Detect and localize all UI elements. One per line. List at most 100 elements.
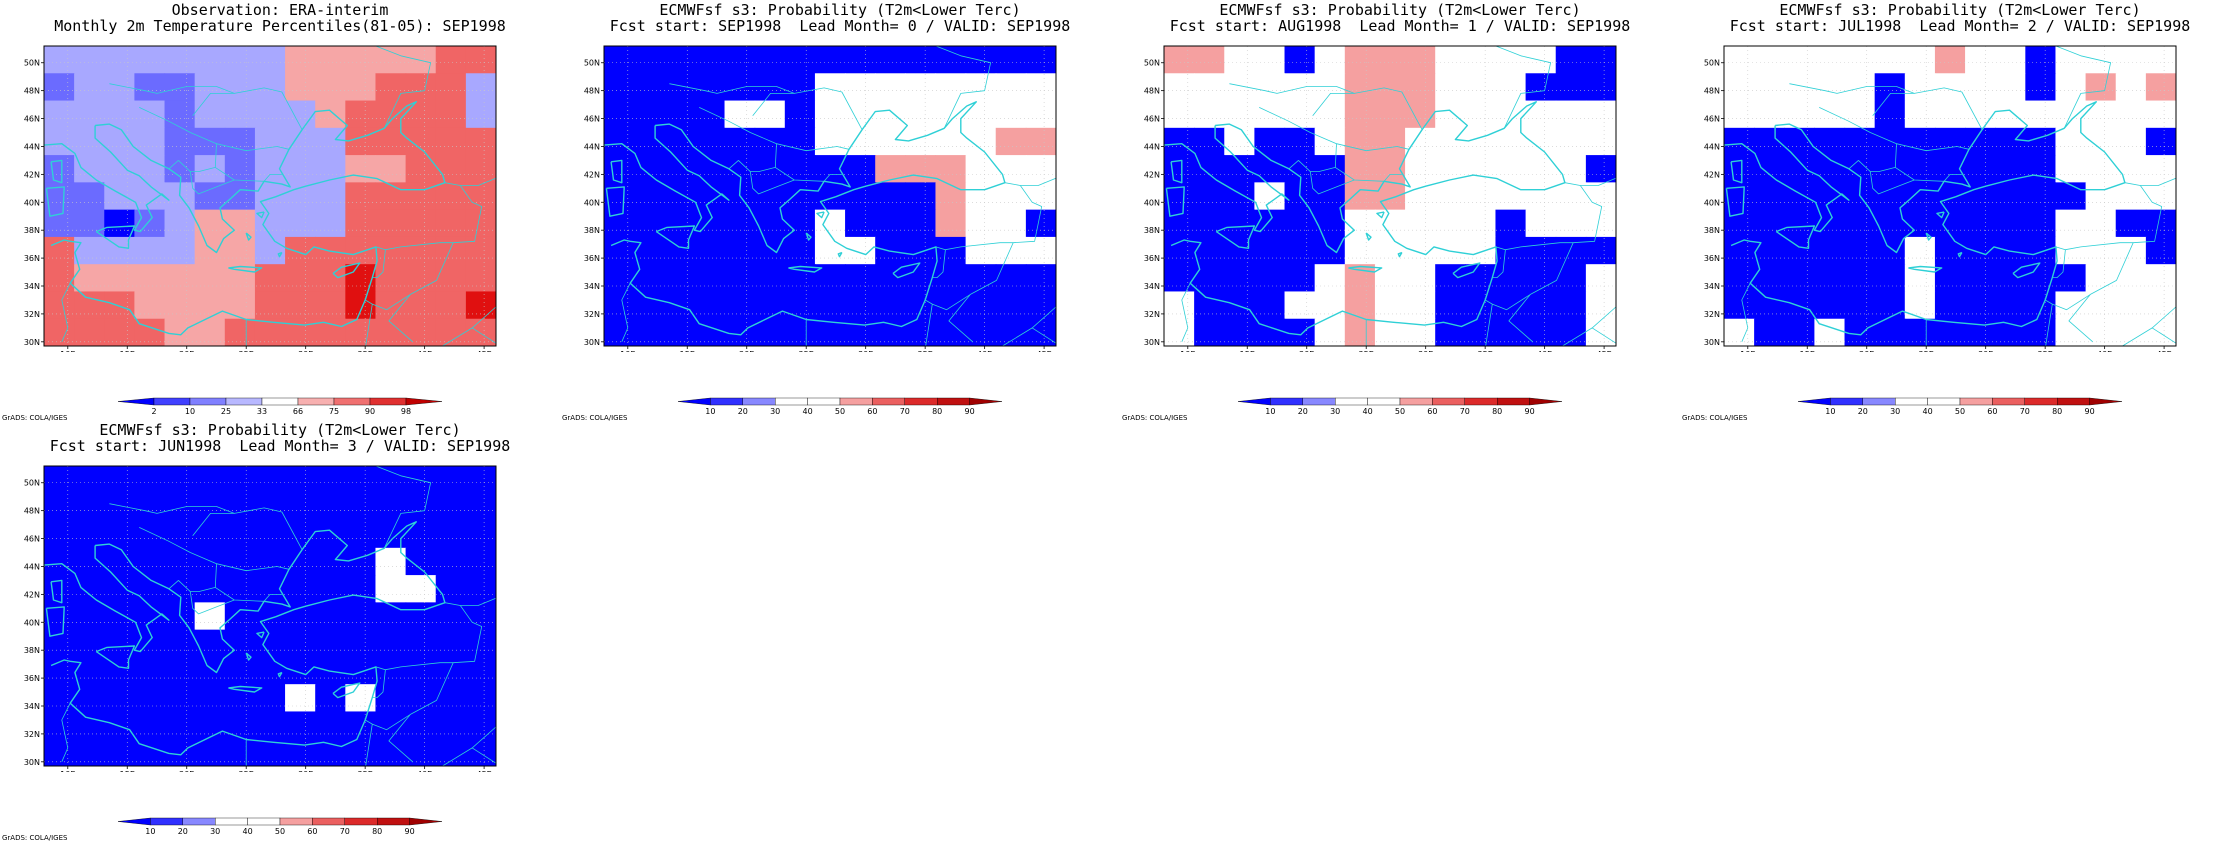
grid-cell — [405, 520, 437, 549]
grid-cell — [604, 73, 635, 102]
grid-cell — [44, 575, 75, 603]
grid-cell — [754, 318, 786, 346]
grid-cell — [345, 264, 377, 293]
country-border — [2052, 249, 2066, 278]
lat-label: 32N — [1144, 310, 1160, 319]
grid-cell — [1314, 127, 1346, 156]
grid-cell — [375, 684, 407, 713]
colorbar-label: 20 — [178, 827, 188, 834]
grid-cell — [1405, 100, 1436, 129]
grid-cell — [194, 264, 226, 293]
map-border — [1723, 45, 2177, 347]
colorbar-segment — [1894, 397, 1928, 406]
grid-cell — [1025, 155, 1056, 183]
grid-cell — [104, 264, 135, 293]
lon-label: 25E — [1359, 350, 1374, 352]
colorbar-segment — [189, 397, 227, 406]
grid-cell — [1314, 209, 1346, 238]
grid-cell — [44, 684, 75, 713]
lon-label: 10E — [1180, 350, 1195, 352]
country-border — [1591, 306, 1616, 329]
country-border — [1312, 93, 1355, 117]
grid-cell — [2145, 291, 2176, 320]
grid-cell — [2115, 264, 2147, 293]
grid-cell — [2085, 127, 2117, 156]
grid-cell — [74, 236, 105, 265]
colorbar-label: 20 — [1298, 407, 1308, 414]
grid-cell — [465, 547, 496, 576]
grid-cell — [1314, 182, 1346, 211]
grid-cell — [2145, 318, 2176, 346]
coastline — [245, 652, 252, 661]
grid-cell — [724, 236, 756, 265]
coastline — [655, 225, 696, 249]
colorbar-label: 40 — [1363, 407, 1373, 414]
grid-cell — [965, 73, 997, 102]
country-border — [444, 143, 496, 186]
colorbar-label: 10 — [1825, 407, 1835, 414]
grid-cell — [604, 291, 635, 320]
grid-cell — [465, 209, 496, 238]
colorbar-label: 90 — [1525, 407, 1535, 414]
grid-cell — [315, 466, 346, 494]
grid-cell — [465, 264, 496, 293]
grid-cell — [194, 182, 226, 211]
country-border — [932, 249, 946, 278]
grid-cell — [634, 182, 665, 211]
grid-cell — [2025, 318, 2057, 346]
grid-cell — [845, 46, 876, 74]
country-border — [1492, 249, 1506, 278]
grid-cell — [1784, 155, 1815, 183]
grid-cell — [845, 236, 876, 265]
grid-cell — [345, 738, 377, 766]
map-frame: 10E 15E 20E 25E 30E 35E 40E 45E 50N 48N 46N 44N 42N 4… — [1704, 45, 2177, 352]
grid-cell — [44, 73, 75, 102]
colorbar: 10 20 30 40 50 60 70 80 90 — [1797, 397, 2123, 414]
grid-cell — [784, 291, 816, 320]
grid-cell — [2115, 182, 2147, 211]
grid-cell — [1525, 209, 1557, 238]
grid-cell — [935, 209, 967, 238]
colorbar-label: 50 — [275, 827, 285, 834]
grid-cell — [164, 711, 196, 740]
colorbar-label: 60 — [867, 407, 877, 414]
grid-cell — [224, 711, 256, 740]
country-border — [1848, 143, 1897, 172]
colorbar-segment — [377, 817, 410, 826]
grid-cell — [814, 182, 846, 211]
grid-cell — [405, 547, 437, 576]
coastline — [1452, 262, 1481, 279]
grid-cell — [845, 209, 876, 238]
grid-cell — [74, 738, 105, 766]
grid-cell — [814, 291, 846, 320]
country-border — [669, 83, 863, 130]
grid-cell — [465, 575, 496, 603]
lat-label: 50N — [24, 59, 40, 68]
coastline — [277, 251, 283, 258]
grid-cell — [1814, 182, 1846, 211]
grid-cell — [1724, 100, 1755, 129]
grid-cell — [1254, 46, 1286, 74]
lat-label: 46N — [24, 115, 40, 124]
colorbar-segment — [839, 397, 873, 406]
grid-cell — [1025, 127, 1056, 156]
grid-cell — [604, 127, 635, 156]
grid-cell — [965, 291, 997, 320]
colorbar-label: 40 — [1923, 407, 1933, 414]
grid-cell — [345, 547, 377, 576]
grid-cell — [1995, 73, 2026, 102]
grid-cell — [224, 466, 256, 494]
colorbar-label: 70 — [900, 407, 910, 414]
grid-cell — [164, 46, 196, 74]
country-border — [372, 249, 386, 278]
lon-label: 45E — [476, 770, 491, 772]
grid-cell — [405, 46, 437, 74]
grid-cell — [285, 466, 316, 494]
coastline — [256, 211, 265, 219]
grid-cell — [285, 155, 316, 183]
grid-cell — [194, 46, 226, 74]
grid-cell — [1224, 209, 1255, 238]
grid-cell — [435, 493, 467, 522]
grid-cell — [965, 46, 997, 74]
grid-cell — [1754, 46, 1785, 74]
